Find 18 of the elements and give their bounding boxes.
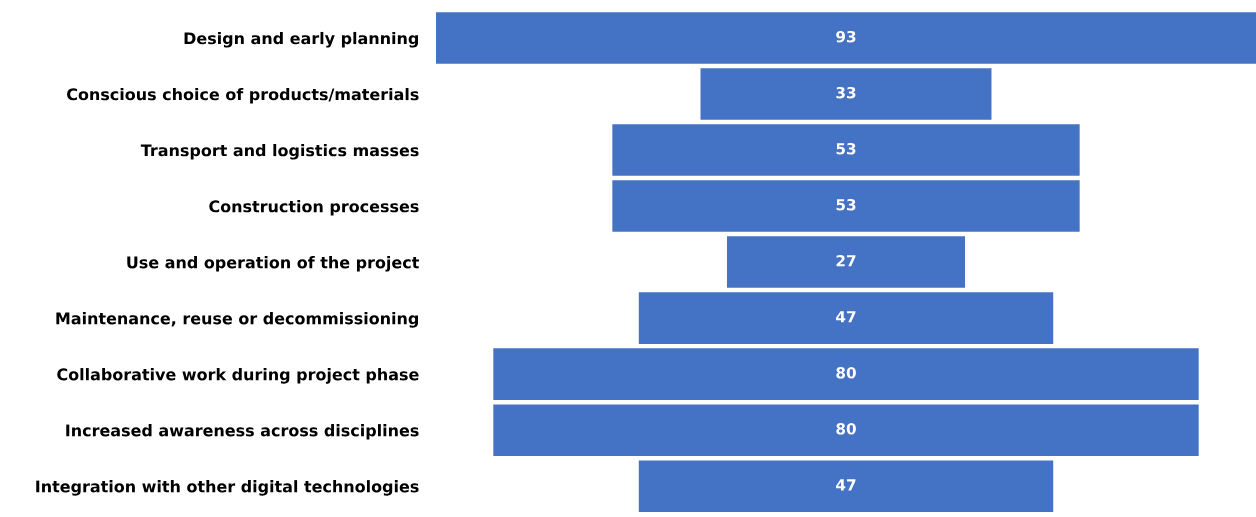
category-label: Maintenance, reuse or decommissioning: [56, 312, 418, 328]
category-label: Construction processes: [209, 200, 419, 216]
data-label: 47: [836, 479, 856, 491]
data-label: 80: [836, 423, 856, 435]
category-label: Use and operation of the project: [127, 256, 419, 272]
data-label: 93: [836, 30, 856, 43]
category-label: Transport and logistics masses: [140, 143, 419, 160]
category-label: Conscious choice of products/materials: [67, 87, 419, 104]
data-label: 47: [836, 311, 856, 323]
data-label: 27: [836, 254, 856, 267]
category-label: Design and early planning: [184, 31, 418, 48]
category-label: Integration with other digital technologies: [36, 480, 419, 496]
data-label: 80: [836, 367, 856, 379]
data-label: 53: [836, 198, 856, 211]
category-label: Increased awareness across disciplines: [66, 424, 419, 440]
category-label: Collaborative work during project phase: [57, 368, 419, 384]
data-label: 53: [836, 142, 856, 155]
data-label: 33: [836, 86, 856, 99]
